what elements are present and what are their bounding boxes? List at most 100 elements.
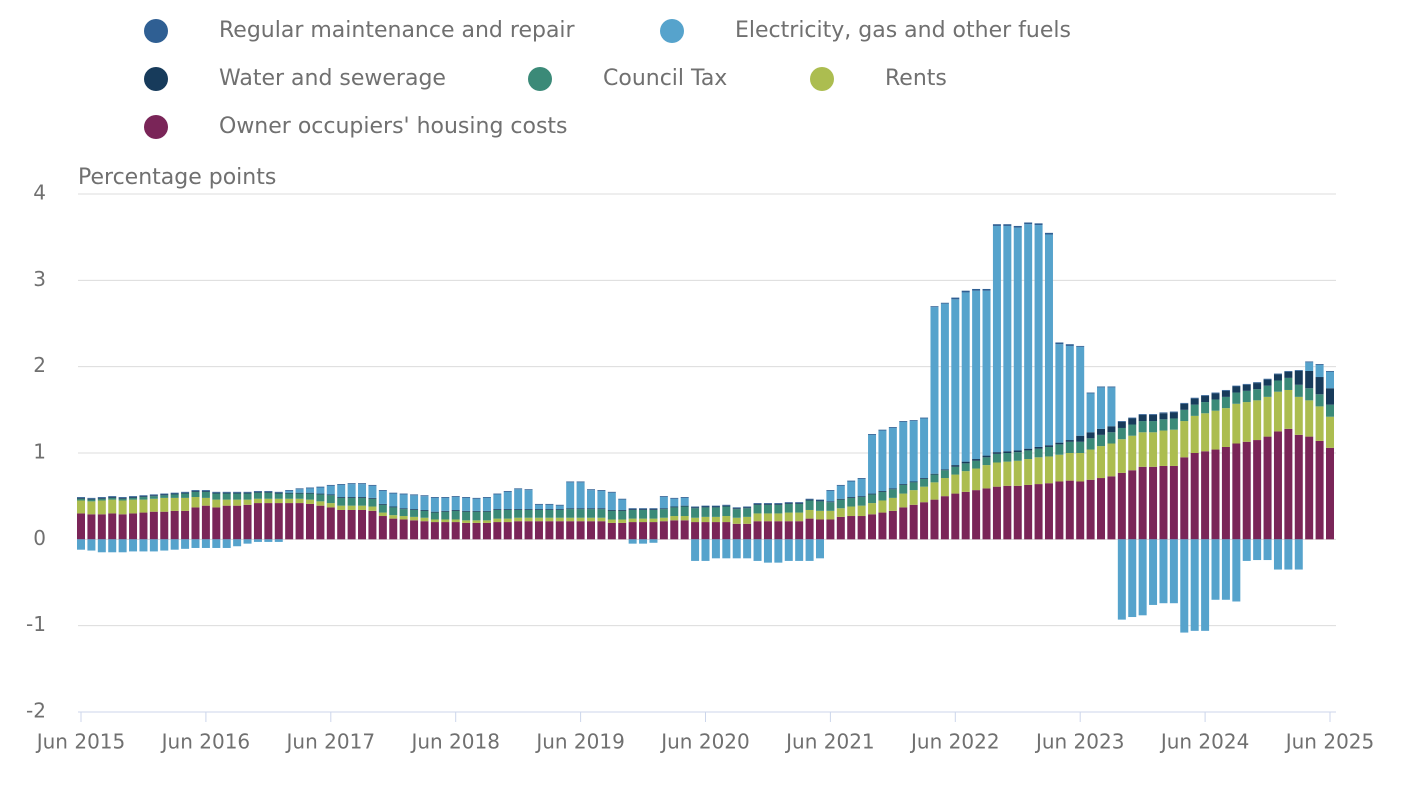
bar-segment — [992, 224, 1001, 226]
bar-segment — [1086, 432, 1095, 439]
bar-segment — [1065, 453, 1074, 481]
bar-segment — [264, 491, 273, 493]
bar-segment — [451, 510, 460, 520]
bar-segment — [1055, 442, 1064, 445]
bar-segment — [430, 522, 439, 540]
bar-segment — [961, 292, 970, 462]
bar-segment — [524, 509, 533, 518]
bar-segment — [951, 299, 960, 466]
bar-segment — [566, 521, 575, 540]
bar-segment — [847, 516, 856, 540]
bar-segment — [1326, 370, 1334, 372]
bar-segment — [680, 520, 689, 540]
bar-segment — [1065, 345, 1074, 441]
bar-segment — [899, 484, 908, 494]
bar-segment — [368, 510, 377, 540]
bar-segment — [1221, 390, 1230, 397]
bar-segment — [503, 509, 512, 510]
bar-segment — [1284, 370, 1293, 372]
bar-segment — [1169, 418, 1178, 430]
bar-segment — [836, 498, 845, 500]
bar-segment — [77, 500, 85, 514]
bar-segment — [930, 473, 939, 475]
bar-segment — [566, 509, 575, 518]
bar-segment — [285, 498, 294, 504]
bar-segment — [639, 518, 648, 523]
bar-segment — [722, 505, 731, 507]
bar-segment — [410, 516, 419, 521]
bar-segment — [1097, 434, 1106, 447]
bar-segment — [732, 507, 741, 509]
bar-segment — [545, 509, 554, 510]
bar-segment — [722, 506, 731, 517]
bar-segment — [1211, 399, 1220, 411]
bar-segment — [545, 504, 554, 510]
bar-segment — [1044, 456, 1053, 484]
bar-segment — [410, 520, 419, 540]
bar-segment — [847, 480, 856, 482]
bar-segment — [1169, 539, 1178, 604]
bar-segment — [1159, 465, 1168, 540]
bar-segment — [524, 489, 533, 491]
bar-segment — [659, 497, 668, 509]
bar-segment — [545, 503, 554, 505]
bar-segment — [201, 490, 210, 492]
bar-segment — [451, 497, 460, 510]
x-tick-label: Jun 2019 — [534, 730, 625, 754]
bar-segment — [1221, 446, 1230, 540]
bar-segment — [347, 509, 356, 540]
bar-segment — [1211, 539, 1220, 600]
y-tick-label: -1 — [26, 612, 46, 636]
bar-segment — [597, 490, 606, 509]
bar-segment — [1232, 539, 1241, 602]
bar-segment — [857, 478, 866, 479]
bar-segment — [878, 430, 887, 491]
bar-segment — [1190, 397, 1199, 399]
bar-segment — [784, 502, 793, 504]
bar-segment — [763, 513, 772, 522]
bar-segment — [191, 490, 200, 491]
bar-segment — [805, 518, 814, 540]
bar-segment — [1044, 446, 1053, 457]
bar-segment — [1284, 371, 1293, 378]
bar-segment — [1242, 539, 1251, 561]
bar-segment — [170, 492, 179, 494]
bar-segment — [253, 498, 262, 504]
bar-segment — [1201, 539, 1210, 631]
bar-segment — [597, 509, 606, 518]
x-tick-label: Jun 2015 — [35, 730, 126, 754]
bar-segment — [763, 539, 772, 563]
bar-segment — [441, 497, 450, 498]
bar-segment — [1305, 400, 1314, 437]
bar-segment — [1128, 470, 1137, 540]
bar-segment — [1169, 411, 1178, 413]
bar-segment — [170, 539, 179, 550]
bar-segment — [826, 519, 835, 540]
bar-segment — [1013, 227, 1022, 451]
bar-segment — [503, 509, 512, 519]
bar-segment — [951, 474, 960, 494]
bar-segment — [524, 490, 533, 510]
bar-segment — [1024, 459, 1033, 485]
bar-segment — [649, 522, 658, 540]
bar-segment — [493, 518, 502, 523]
bar-segment — [920, 417, 929, 419]
bar-segment — [607, 522, 616, 540]
bar-segment — [420, 517, 429, 522]
bar-segment — [1065, 480, 1074, 540]
bar-segment — [493, 493, 502, 495]
bar-segment — [868, 434, 877, 435]
bar-segment — [337, 509, 346, 540]
bar-segment — [326, 485, 335, 495]
bar-segment — [1169, 429, 1178, 466]
bar-segment — [784, 521, 793, 540]
bar-segment — [87, 498, 96, 500]
bar-segment — [1326, 371, 1334, 389]
bar-segment — [378, 516, 387, 540]
bar-segment — [607, 491, 616, 493]
bar-segment — [1294, 434, 1303, 540]
bar-segment — [1190, 404, 1199, 416]
bar-segment — [77, 497, 85, 499]
bar-segment — [378, 503, 387, 505]
